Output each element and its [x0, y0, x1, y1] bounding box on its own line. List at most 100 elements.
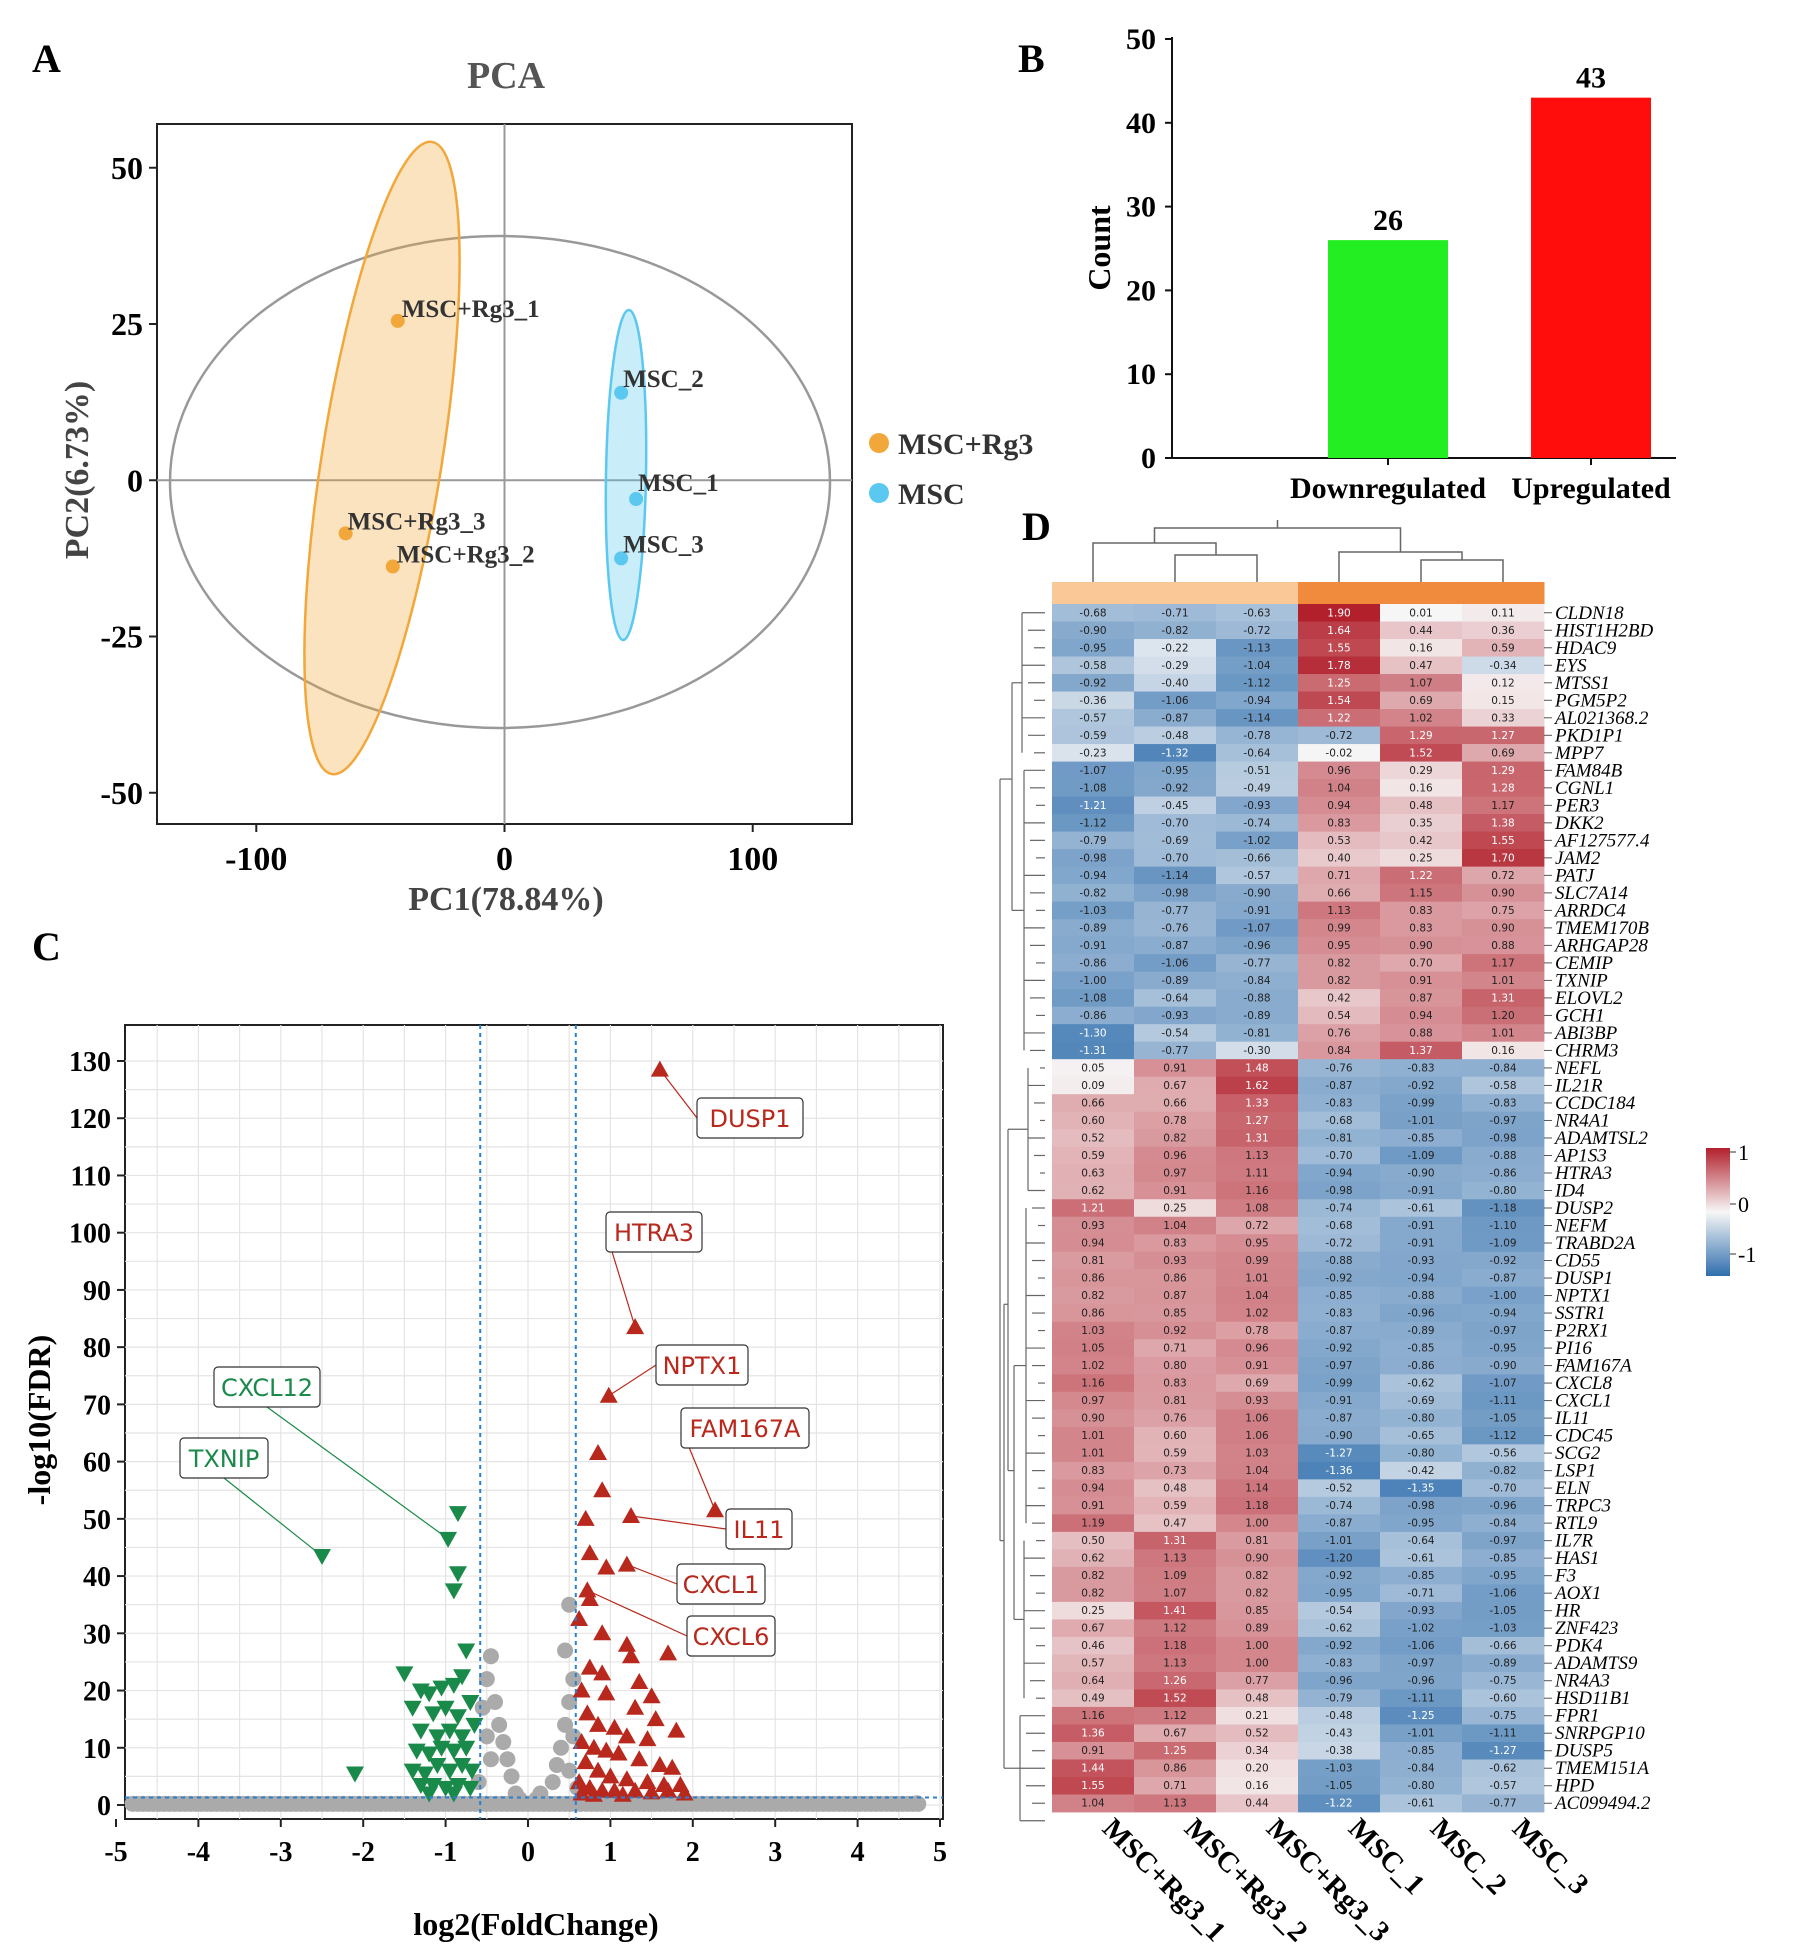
- heatmap-cell-value: -0.80: [1407, 1413, 1434, 1425]
- heatmap-cell: [1462, 1199, 1545, 1218]
- heatmap-cell-value: -0.54: [1161, 1027, 1188, 1039]
- heatmap-cell: [1298, 1129, 1381, 1148]
- heatmap-cell: [1380, 1706, 1463, 1725]
- heatmap-cell: [1216, 1724, 1299, 1743]
- heatmap-cell-value: -0.86: [1407, 1360, 1434, 1372]
- volcano-point-ns: [503, 1768, 520, 1785]
- heatmap-cell-value: 0.94: [1081, 1483, 1105, 1495]
- heatmap-cell: [1462, 971, 1545, 990]
- heatmap-cell-value: -1.07: [1243, 922, 1270, 934]
- heatmap-cell-value: 1.09: [1163, 1570, 1186, 1582]
- heatmap-row-label: ELN: [1554, 1478, 1591, 1499]
- heatmap-cell: [1134, 1461, 1217, 1480]
- pca-y-tick-label: 25: [111, 306, 143, 342]
- heatmap-panel: D -0.68 -0.71 -0.63 1.90 0.01 0.11 CLDN18 -0.90…: [999, 504, 1756, 1948]
- heatmap-cell-value: 0.35: [1409, 817, 1432, 829]
- heatmap-cell: [1052, 1584, 1135, 1603]
- heatmap-cell-value: 0.97: [1163, 1167, 1186, 1179]
- heatmap-cell: [1216, 1426, 1299, 1445]
- heatmap-cell-value: -0.62: [1407, 1378, 1434, 1390]
- volcano-point-down: [444, 1743, 463, 1760]
- heatmap-cell-value: -0.70: [1489, 1483, 1516, 1495]
- heatmap-column-label: MSC_3: [1506, 1812, 1595, 1901]
- heatmap-cell: [1462, 954, 1545, 973]
- heatmap-cell-value: -1.27: [1489, 1745, 1516, 1757]
- heatmap-cell-value: -0.29: [1161, 660, 1188, 672]
- heatmap-cell-value: -0.92: [1325, 1343, 1352, 1355]
- heatmap-cell-value: 0.90: [1081, 1413, 1104, 1425]
- volcano-point-ns: [528, 1791, 545, 1808]
- heatmap-cell: [1462, 831, 1545, 850]
- heatmap-cell-value: 0.80: [1163, 1360, 1186, 1372]
- heatmap-cell: [1298, 709, 1381, 727]
- heatmap-cell-value: -0.23: [1079, 747, 1106, 759]
- heatmap-cell-value: 0.84: [1327, 1045, 1351, 1057]
- heatmap-cell: [1462, 1094, 1545, 1113]
- heatmap-cell-value: 0.66: [1081, 1097, 1105, 1109]
- pca-point-label: MSC_2: [623, 366, 704, 393]
- volcano-point-up: [659, 1781, 678, 1798]
- heatmap-cell: [1052, 849, 1135, 868]
- volcano-y-tick-label: 20: [83, 1677, 111, 1708]
- volcano-point-ns: [478, 1671, 495, 1688]
- heatmap-cell: [1298, 814, 1381, 832]
- heatmap-cell: [1216, 1636, 1299, 1655]
- bar-y-tick-label: 30: [1126, 191, 1156, 224]
- volcano-gene-label: CXCL6: [693, 1623, 770, 1651]
- heatmap-cell: [1462, 1461, 1545, 1480]
- volcano-point-ns: [552, 1739, 569, 1756]
- heatmap-cell: [1380, 726, 1463, 745]
- heatmap-cell: [1462, 1076, 1545, 1095]
- volcano-point-down: [444, 1786, 463, 1803]
- heatmap-cell-value: 0.82: [1081, 1570, 1104, 1582]
- volcano-point-ns: [482, 1751, 499, 1768]
- heatmap-cell-value: 0.96: [1327, 765, 1351, 777]
- heatmap-cell: [1216, 1286, 1299, 1305]
- heatmap-cell-value: 1.38: [1491, 817, 1514, 829]
- volcano-point-up: [622, 1647, 640, 1664]
- heatmap-cell: [1052, 1146, 1135, 1165]
- heatmap-cell-value: -0.92: [1325, 1570, 1352, 1582]
- heatmap-cell-value: 1.22: [1327, 712, 1350, 724]
- pca-point: [385, 559, 400, 574]
- heatmap-cell: [1216, 1444, 1299, 1463]
- heatmap-cell-value: 1.07: [1163, 1588, 1186, 1600]
- heatmap-cell-value: 0.75: [1491, 905, 1514, 917]
- heatmap-cell: [1462, 1041, 1545, 1060]
- heatmap-cell-value: 0.91: [1081, 1745, 1104, 1757]
- heatmap-cell: [1298, 1794, 1381, 1813]
- volcano-callout-box: [696, 1097, 804, 1139]
- heatmap-cell-value: -0.84: [1407, 1763, 1434, 1775]
- heatmap-cell-value: 0.76: [1163, 1413, 1187, 1425]
- heatmap-cell: [1462, 1129, 1545, 1148]
- heatmap-cell: [1380, 1006, 1463, 1025]
- heatmap-cell: [1380, 919, 1463, 938]
- heatmap-cell: [1462, 1549, 1545, 1568]
- volcano-point-labeled: [599, 1386, 618, 1403]
- heatmap-row-label: MTSS1: [1554, 673, 1610, 694]
- volcano-plot-frame: [124, 1024, 944, 1820]
- heatmap-cell: [1462, 1181, 1545, 1200]
- heatmap-cell-value: 0.78: [1163, 1115, 1186, 1127]
- heatmap-cell: [1380, 656, 1463, 675]
- heatmap-cell: [1380, 1566, 1463, 1585]
- heatmap-row-label: PER3: [1554, 795, 1599, 816]
- heatmap-cell-value: -0.70: [1161, 817, 1188, 829]
- heatmap-cell: [1134, 744, 1217, 762]
- heatmap-cell: [1052, 971, 1135, 990]
- heatmap-cell: [1216, 831, 1299, 850]
- heatmap-cell: [1216, 1146, 1299, 1165]
- heatmap-cell-value: 0.47: [1409, 660, 1432, 672]
- pca-point: [629, 492, 644, 506]
- heatmap-cell: [1216, 1776, 1299, 1795]
- volcano-point-ns: [478, 1728, 495, 1745]
- heatmap-cell-value: -0.88: [1325, 1255, 1352, 1267]
- heatmap-cell: [1134, 1584, 1217, 1603]
- bar-upregulated: [1531, 97, 1651, 458]
- heatmap-cell: [1134, 1776, 1217, 1795]
- heatmap-cell: [1298, 1531, 1381, 1550]
- heatmap-cell: [1134, 1199, 1217, 1218]
- volcano-point-down: [411, 1777, 430, 1794]
- heatmap-cell-value: -0.97: [1407, 1658, 1434, 1670]
- heatmap-cell: [1298, 1724, 1381, 1743]
